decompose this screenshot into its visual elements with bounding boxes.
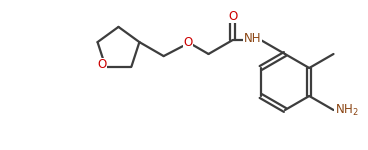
Text: NH$_2$: NH$_2$ [335,102,358,118]
Text: NH: NH [244,32,262,45]
Text: O: O [97,58,106,71]
Text: O: O [228,10,237,23]
Text: O: O [183,36,192,49]
